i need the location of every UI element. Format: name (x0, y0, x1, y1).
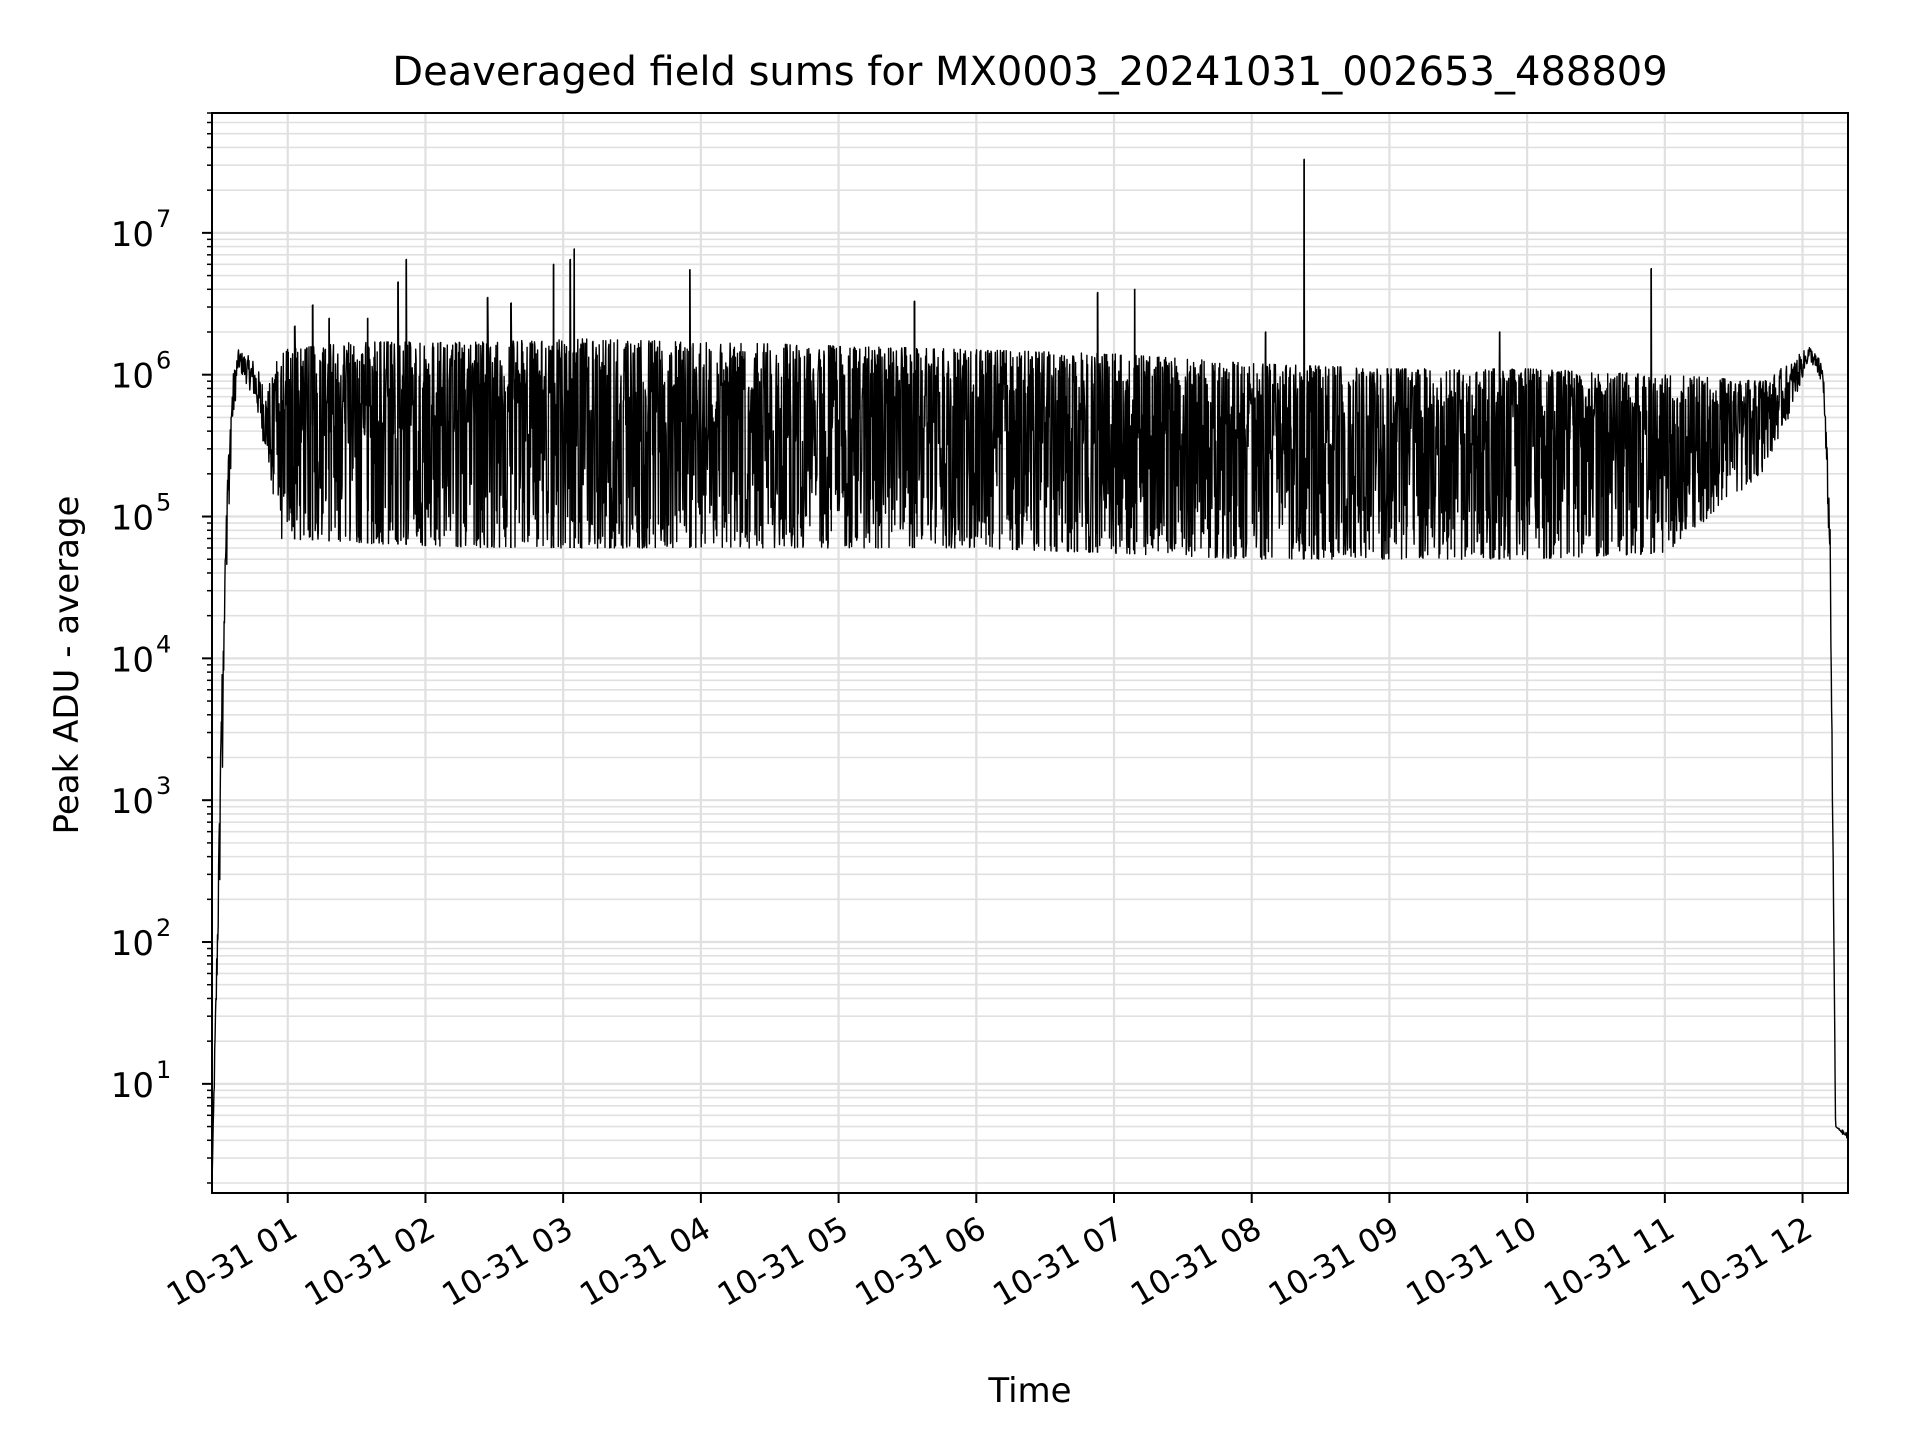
x-tick-label: 10-31 05 (711, 1209, 855, 1314)
y-tick-label-base: 10 (111, 215, 154, 255)
chart-title: Deaveraged field sums for MX0003_2024103… (392, 49, 1667, 95)
y-tick-label-exponent: 3 (156, 772, 171, 800)
y-tick-label: 10 5 (111, 489, 172, 539)
x-tick-label: 10-31 11 (1537, 1209, 1681, 1314)
grid-layer (212, 112, 1848, 1193)
y-tick-label: 10 2 (111, 914, 172, 964)
y-tick-label: 10 7 (111, 205, 172, 255)
y-tick-label-base: 10 (111, 357, 154, 397)
y-tick-label: 10 1 (111, 1056, 172, 1106)
x-tick-label: 10-31 06 (849, 1209, 993, 1314)
y-tick-label: 10 6 (111, 347, 172, 397)
x-tick-label: 10-31 02 (298, 1209, 442, 1314)
x-tick-label: 10-31 03 (436, 1209, 580, 1314)
y-tick-label-exponent: 6 (156, 347, 171, 375)
y-tick-label-exponent: 5 (156, 489, 171, 517)
x-tick-label: 10-31 07 (986, 1209, 1130, 1314)
x-tick-label: 10-31 04 (573, 1209, 717, 1314)
y-tick-label-exponent: 2 (156, 914, 171, 942)
x-axis-label: Time (987, 1371, 1071, 1411)
y-tick-label-base: 10 (111, 640, 154, 680)
x-tick-label: 10-31 09 (1262, 1209, 1406, 1314)
y-tick-label-base: 10 (111, 499, 154, 539)
y-tick-label-exponent: 1 (156, 1056, 171, 1084)
x-tick-label: 10-31 08 (1124, 1209, 1268, 1314)
y-tick-label-exponent: 4 (156, 630, 171, 658)
y-tick-label: 10 3 (111, 772, 172, 822)
y-axis-label: Peak ADU - average (47, 496, 87, 835)
y-tick-label-base: 10 (111, 924, 154, 964)
y-tick-label-base: 10 (111, 782, 154, 822)
plot-frame (211, 112, 1849, 1194)
y-tick-label-exponent: 7 (156, 205, 171, 233)
series-line (211, 158, 1849, 1184)
line-layer (211, 158, 1849, 1184)
y-tick-label: 10 4 (111, 630, 172, 680)
x-tick-label: 10-31 10 (1400, 1209, 1544, 1314)
y-tick-label-base: 10 (111, 1066, 154, 1106)
x-tick-label: 10-31 12 (1675, 1209, 1819, 1314)
x-tick-label: 10-31 01 (160, 1209, 304, 1314)
